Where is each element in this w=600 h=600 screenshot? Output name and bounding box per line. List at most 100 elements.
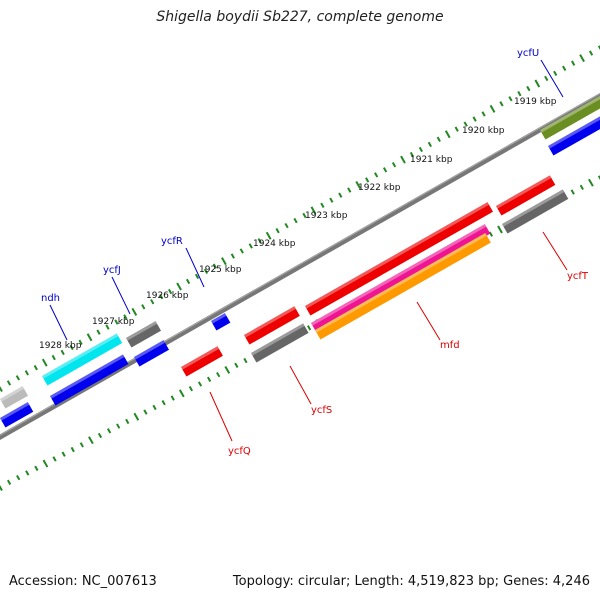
ruler-label-9: 1928 kbp	[39, 341, 82, 351]
gene-label-ycfJ: ycfJ	[103, 265, 121, 276]
ruler-label-8: 1927 kbp	[92, 317, 135, 327]
gene-mfd-leader	[416, 301, 441, 341]
outer-tick	[347, 187, 352, 193]
inner-tick	[170, 395, 175, 401]
gene-ycfU-leader	[540, 59, 564, 98]
outer-tick	[168, 288, 173, 295]
gene-ycfS-sub-block-shade	[251, 323, 305, 356]
outer-tick	[248, 243, 253, 249]
inner-tick	[178, 389, 185, 398]
outer-tick	[427, 141, 432, 148]
outer-tick	[489, 104, 496, 113]
backbone-line	[0, 92, 600, 441]
gene-ycfT-block-shade	[496, 175, 552, 209]
outer-tick	[51, 354, 56, 361]
outer-tick	[60, 349, 65, 356]
gene-ndh-sub-block-shade	[50, 354, 125, 399]
outer-tick	[141, 304, 146, 310]
outer-tick	[588, 50, 594, 56]
outer-tick	[526, 85, 531, 92]
outer-tick	[212, 263, 218, 269]
outer-tick	[203, 268, 209, 274]
ruler-label-0: 1919 kbp	[514, 97, 557, 107]
inner-tick	[206, 376, 212, 382]
gene-ycfJ-leader	[111, 276, 131, 315]
inner-tick	[588, 178, 594, 187]
gene-ycfQ-leader	[209, 391, 233, 442]
outer-tick	[436, 136, 441, 143]
map-title: Shigella boydii Sb227, complete genome	[156, 9, 444, 25]
outer-tick	[481, 111, 486, 117]
outer-tick	[463, 121, 468, 127]
outer-tick	[86, 333, 93, 342]
outer-tick	[597, 45, 600, 51]
inner-tick	[34, 465, 39, 471]
outer-tick	[221, 257, 227, 266]
gene-label-ycfU: ycfU	[517, 48, 539, 59]
outer-tick	[562, 65, 567, 71]
outer-tick	[159, 293, 164, 300]
gene-label-ycfT: ycfT	[567, 271, 589, 282]
outer-tick	[123, 314, 128, 320]
inner-tick	[243, 357, 248, 364]
gene-label-ycfS: ycfS	[311, 405, 332, 416]
inner-tick	[216, 371, 221, 378]
gene-ycfS-sub-block	[251, 323, 309, 363]
inner-tick	[52, 456, 57, 462]
outer-tick	[382, 167, 388, 173]
outer-tick	[454, 126, 459, 132]
outer-tick	[6, 380, 12, 386]
outer-tick	[194, 273, 200, 280]
outer-tick	[553, 70, 558, 77]
inner-tick	[97, 432, 103, 439]
inner-tick	[125, 418, 130, 425]
gene-ycfJ-sub-block-shade	[134, 340, 166, 360]
outer-tick	[365, 177, 370, 183]
inner-tick	[61, 451, 66, 457]
inner-tick	[234, 362, 239, 368]
outer-tick	[310, 206, 317, 215]
outer-tick	[275, 228, 280, 234]
gene-mfd-sub-block-2	[315, 233, 491, 340]
accession-text: Accession: NC_007613	[9, 574, 157, 589]
inner-tick	[570, 189, 575, 195]
gene-left-gray-block-shade	[0, 386, 25, 402]
feature-blocks	[0, 95, 600, 428]
inner-tick	[133, 412, 140, 421]
outer-tick	[0, 385, 3, 392]
outer-tick	[418, 146, 424, 153]
gene-ndh-block-shade	[42, 333, 119, 379]
gene-ycfR-leader	[185, 247, 205, 288]
outer-tick	[257, 238, 262, 244]
outer-tick	[338, 192, 343, 198]
outer-tick	[185, 278, 191, 285]
gene-ycfR-block-shade	[211, 313, 227, 324]
gene-ycfJ-sub-block	[134, 340, 169, 367]
ruler-label-4: 1923 kbp	[305, 211, 348, 221]
inner-tick	[70, 446, 75, 453]
gene-ndh-leader	[49, 304, 68, 341]
inner-tick	[597, 175, 600, 181]
gene-ycfU-block-shade	[540, 95, 600, 133]
gene-mfd-block-shade	[305, 202, 489, 309]
outer-tick	[78, 339, 83, 345]
gene-ycfS-block	[244, 306, 300, 345]
outer-tick	[114, 319, 119, 325]
outer-tick	[391, 162, 397, 168]
ruler-label-1: 1920 kbp	[462, 126, 505, 136]
ruler-label-3: 1922 kbp	[358, 183, 401, 193]
gene-mfd-sub-block-shade	[311, 224, 487, 326]
inner-tick	[42, 459, 49, 468]
inner-tick	[88, 436, 94, 445]
gene-label-ndh: ndh	[41, 293, 60, 304]
inner-tick	[79, 442, 84, 448]
inner-tick	[188, 386, 194, 392]
outer-tick	[355, 181, 362, 189]
gene-ndh-block	[42, 333, 123, 386]
inner-tick	[579, 184, 584, 191]
gene-ycfQ-block	[181, 346, 223, 377]
outer-tick	[41, 358, 48, 367]
gene-ycfS-block-shade	[244, 306, 296, 338]
gene-ycfS-leader	[289, 365, 312, 405]
